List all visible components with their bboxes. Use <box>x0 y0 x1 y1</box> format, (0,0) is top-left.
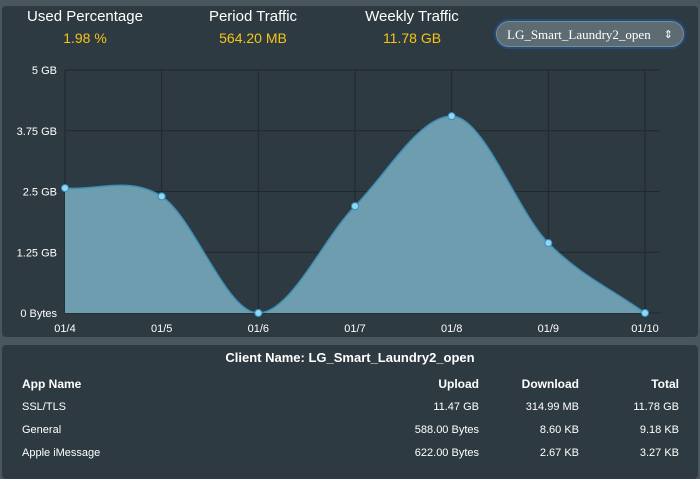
weekly-traffic-stat: Weekly Traffic 11.78 GB <box>347 8 477 46</box>
cell-app-name: SSL/TLS <box>22 400 67 413</box>
table-row: SSL/TLS 11.47 GB 314.99 MB 11.78 GB <box>22 395 679 418</box>
stat-label: Period Traffic <box>208 8 298 25</box>
svg-text:01/8: 01/8 <box>441 323 462 335</box>
svg-text:0 Bytes: 0 Bytes <box>20 308 57 320</box>
period-traffic-stat: Period Traffic 564.20 MB <box>188 8 318 46</box>
cell-total: 9.18 KB <box>639 423 679 436</box>
svg-text:01/10: 01/10 <box>631 323 659 335</box>
header-upload: Upload <box>438 377 479 391</box>
client-name-title: Client Name: LG_Smart_Laundry2_open <box>225 350 475 365</box>
used-percentage-stat: Used Percentage 1.98 % <box>20 8 150 46</box>
stat-label: Used Percentage <box>27 8 143 25</box>
svg-text:5 GB: 5 GB <box>32 65 57 77</box>
stat-value: 1.98 % <box>63 30 107 46</box>
stat-label: Weekly Traffic <box>365 8 459 25</box>
table-row: General 588.00 Bytes 8.60 KB 9.18 KB <box>22 418 679 441</box>
cell-download: 314.99 MB <box>525 400 579 413</box>
client-select[interactable]: LG_Smart_Laundry2_open ⇕ <box>496 21 684 47</box>
client-select-value: LG_Smart_Laundry2_open <box>507 27 651 42</box>
updown-chevron-icon: ⇕ <box>663 28 673 41</box>
stat-value: 11.78 GB <box>382 30 442 46</box>
cell-upload: 11.47 GB <box>433 400 479 413</box>
stat-value: 564.20 MB <box>219 30 287 46</box>
header-total: Total <box>651 377 679 391</box>
svg-text:01/9: 01/9 <box>538 323 559 335</box>
svg-text:01/6: 01/6 <box>248 323 269 335</box>
table-header-row: App Name Upload Download Total <box>22 373 679 395</box>
cell-download: 2.67 KB <box>539 446 579 459</box>
header-download: Download <box>521 377 579 391</box>
cell-upload: 622.00 Bytes <box>414 446 479 459</box>
app-usage-panel: Client Name: LG_Smart_Laundry2_open App … <box>2 345 698 479</box>
svg-text:01/4: 01/4 <box>54 323 75 335</box>
svg-text:2.5 GB: 2.5 GB <box>23 187 57 199</box>
app-usage-table: App Name Upload Download Total SSL/TLS 1… <box>22 373 679 464</box>
cell-total: 3.27 KB <box>639 446 679 459</box>
cell-download: 8.60 KB <box>539 423 579 436</box>
svg-text:3.75 GB: 3.75 GB <box>17 126 57 138</box>
svg-text:01/5: 01/5 <box>151 323 172 335</box>
cell-app-name: General <box>22 423 62 436</box>
cell-upload: 588.00 Bytes <box>414 423 479 436</box>
svg-text:01/7: 01/7 <box>344 323 365 335</box>
svg-text:1.25 GB: 1.25 GB <box>17 247 57 259</box>
header-app-name: App Name <box>22 377 82 391</box>
cell-total: 11.78 GB <box>633 400 679 413</box>
table-row: Apple iMessage 622.00 Bytes 2.67 KB 3.27… <box>22 441 679 464</box>
traffic-area-chart: 0 Bytes 1.25 GB 2.5 GB 3.75 GB 5 GB 01/4 01/5 0… <box>17 65 660 335</box>
cell-app-name: Apple iMessage <box>22 446 101 459</box>
